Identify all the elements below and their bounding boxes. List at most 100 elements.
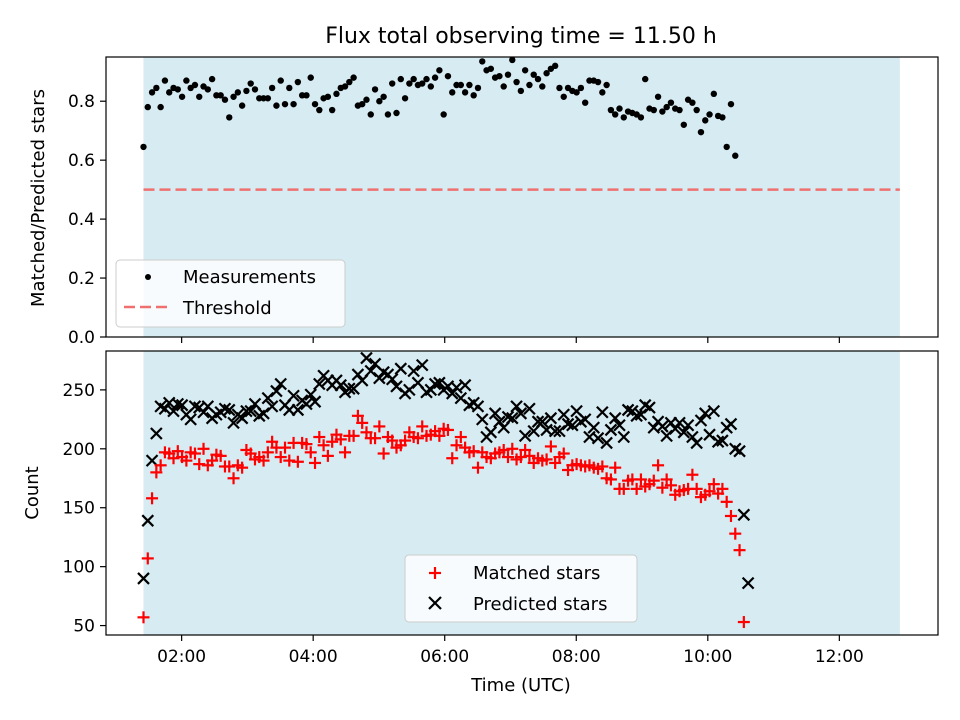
measurement-point [410, 75, 417, 83]
predicted-star-point [484, 426, 498, 439]
measurement-point [406, 80, 413, 87]
matched-star-point [703, 485, 716, 498]
matched-star-point [334, 433, 347, 446]
predicted-star-point [488, 407, 502, 420]
matched-star-point [634, 473, 647, 486]
measurement-point [178, 93, 186, 100]
measurement-point [457, 81, 465, 89]
bottom-axes-frame [105, 350, 939, 636]
matched-star-point [446, 452, 459, 465]
predicted-star-point [536, 415, 549, 428]
matched-star-point [347, 429, 360, 442]
measurement-point [539, 83, 546, 90]
predicted-star-point [600, 436, 613, 450]
measurement-point [204, 86, 212, 93]
predicted-star-point [167, 404, 180, 418]
matched-star-point [720, 495, 733, 508]
predicted-star-point [218, 402, 232, 416]
measurement-point [148, 89, 156, 96]
bottom-legend-box [404, 554, 638, 623]
measurement-point [183, 77, 190, 84]
matched-star-point [313, 431, 326, 444]
matched-star-point [137, 611, 150, 624]
matched-star-point [467, 445, 480, 458]
measurement-point [144, 103, 151, 111]
predicted-star-point [274, 377, 287, 391]
predicted-star-point [733, 444, 746, 458]
matched-star-point [716, 482, 729, 495]
matched-star-point [193, 458, 206, 471]
predicted-star-point [741, 576, 755, 590]
measurement-point [693, 106, 700, 114]
measurement-point [363, 96, 370, 103]
measurement-point [581, 99, 589, 106]
matched-star-point [188, 447, 201, 460]
measurement-point [526, 81, 533, 89]
predicted-star-point [617, 430, 631, 444]
measurement-point [637, 114, 645, 121]
measurement-point [504, 71, 512, 78]
matched-star-point [540, 453, 553, 466]
measurement-point [594, 78, 602, 86]
predicted-star-point [523, 402, 536, 416]
matched-star-point [454, 431, 467, 444]
matched-star-point [146, 492, 159, 505]
measurement-point [397, 75, 404, 83]
top-y-tick-label: 0.4 [68, 210, 95, 230]
measurement-point [702, 117, 709, 124]
measurement-point [603, 81, 610, 89]
measurement-point [341, 83, 349, 90]
measurement-point [350, 74, 357, 81]
measurement-point [611, 111, 619, 118]
measurement-point [650, 106, 657, 114]
predicted-star-point [458, 378, 472, 392]
measurement-point [556, 84, 563, 92]
top-legend-box [115, 259, 346, 328]
predicted-star-point [514, 407, 528, 420]
predicted-star-point [270, 384, 283, 398]
measurement-point [659, 108, 666, 115]
matched-star-point [523, 449, 536, 462]
matched-star-point [317, 439, 330, 452]
matched-star-point [450, 439, 463, 452]
matched-star-point [707, 478, 720, 491]
predicted-star-point [351, 368, 365, 381]
top-y-tick-label: 0.2 [68, 269, 95, 289]
predicted-star-point [724, 417, 738, 431]
measurement-point [328, 106, 336, 114]
matched-star-point [214, 449, 227, 462]
matched-star-point [279, 441, 292, 454]
predicted-star-point [334, 378, 348, 392]
bottom-x-axis: 02:00 04:00 06:00 08:00 10:00 12:00 [157, 635, 864, 667]
measurement-point [333, 90, 340, 98]
predicted-star-point [244, 404, 257, 418]
measurement-point [710, 90, 718, 98]
matched-star-point [433, 429, 446, 442]
predicted-star-point [510, 400, 523, 413]
matched-star-point [441, 423, 454, 436]
bottom-panel: 50 100 150 200 250 02:00 04:00 06:00 08:00 10:00… [22, 350, 939, 696]
matched-star-point [180, 454, 193, 467]
predicted-star-point [544, 411, 558, 425]
measurement-point [243, 87, 250, 95]
measurement-point [238, 102, 246, 109]
predicted-star-point [227, 416, 240, 430]
matched-star-point [141, 552, 154, 565]
measurement-point [230, 93, 237, 100]
predicted-star-point [137, 572, 150, 585]
chart-title: Flux total observing time = 11.50 h [325, 24, 717, 49]
measurement-point [324, 93, 332, 100]
predicted-star-point [428, 377, 442, 391]
measurement-point [663, 103, 670, 111]
measurement-point [680, 121, 688, 128]
predicted-star-point [501, 410, 515, 424]
matched-star-point [737, 616, 750, 629]
matched-star-point [283, 454, 296, 467]
top-y-tick-label: 0.8 [68, 92, 95, 112]
measurement-point [286, 84, 293, 92]
measurement-point [380, 93, 387, 100]
predicted-star-point [313, 377, 326, 391]
measurement-point [474, 84, 482, 92]
matched-star-point [617, 482, 630, 495]
matched-star-point [652, 459, 665, 472]
